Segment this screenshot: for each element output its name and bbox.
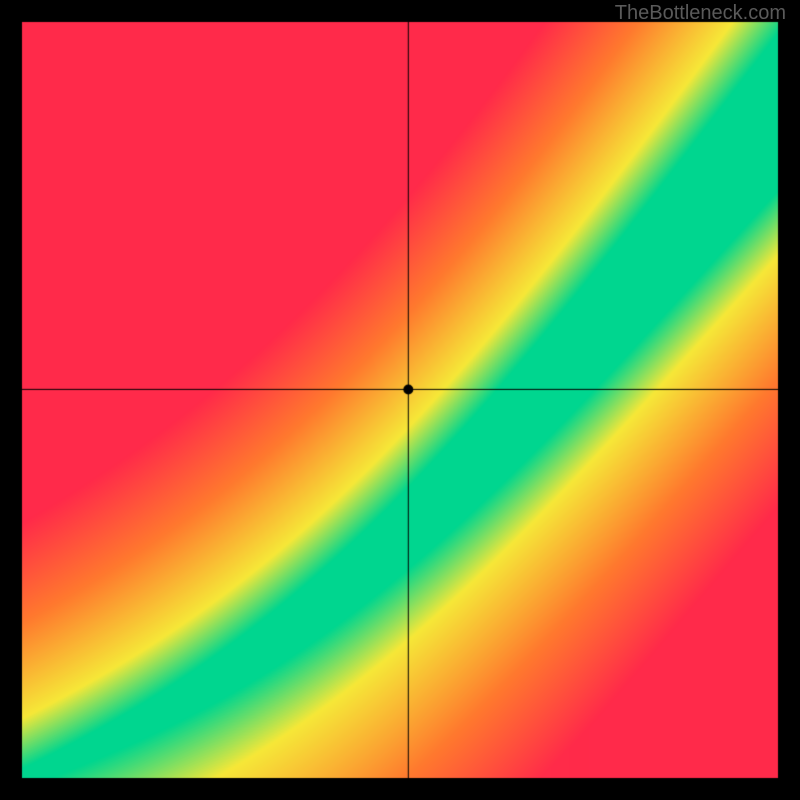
watermark-label: TheBottleneck.com	[615, 2, 786, 25]
bottleneck-heatmap	[0, 0, 800, 800]
chart-container: TheBottleneck.com	[0, 0, 800, 800]
